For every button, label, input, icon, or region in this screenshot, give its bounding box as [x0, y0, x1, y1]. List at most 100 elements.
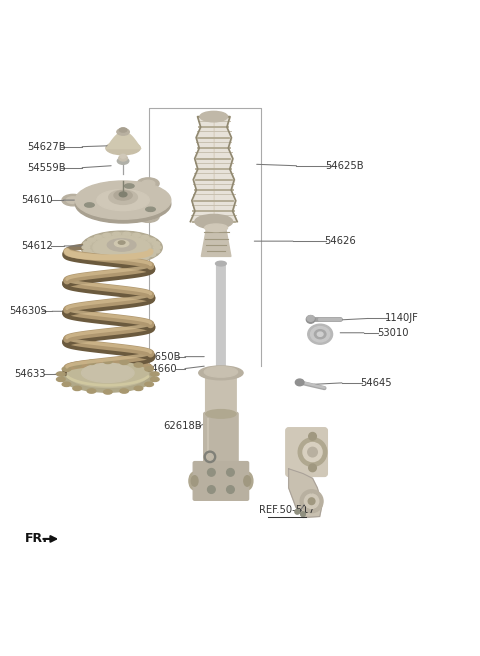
Ellipse shape	[123, 258, 131, 262]
Ellipse shape	[87, 389, 96, 393]
Circle shape	[309, 432, 316, 440]
FancyBboxPatch shape	[204, 413, 238, 470]
Ellipse shape	[109, 190, 137, 205]
Text: 54650B: 54650B	[142, 352, 180, 361]
Ellipse shape	[117, 157, 129, 164]
Circle shape	[303, 443, 322, 462]
Ellipse shape	[87, 360, 96, 365]
Ellipse shape	[84, 203, 94, 207]
Ellipse shape	[81, 231, 162, 264]
Ellipse shape	[113, 232, 120, 236]
Ellipse shape	[146, 207, 155, 211]
Text: 53010: 53010	[377, 328, 408, 338]
Ellipse shape	[142, 180, 155, 187]
Ellipse shape	[57, 377, 65, 382]
Ellipse shape	[152, 241, 160, 245]
Circle shape	[300, 490, 323, 513]
Ellipse shape	[141, 256, 149, 259]
Ellipse shape	[241, 472, 253, 490]
Ellipse shape	[119, 192, 127, 197]
Ellipse shape	[119, 155, 127, 161]
Circle shape	[309, 464, 316, 472]
Ellipse shape	[84, 249, 91, 253]
Ellipse shape	[103, 234, 110, 237]
Circle shape	[207, 468, 215, 476]
Ellipse shape	[104, 390, 112, 394]
Ellipse shape	[73, 386, 82, 390]
Ellipse shape	[84, 241, 91, 245]
Ellipse shape	[75, 185, 171, 223]
Ellipse shape	[118, 241, 125, 244]
Circle shape	[295, 509, 300, 514]
Circle shape	[308, 498, 315, 504]
Text: 54559B: 54559B	[27, 163, 66, 173]
Ellipse shape	[204, 367, 238, 377]
FancyBboxPatch shape	[205, 375, 236, 415]
Ellipse shape	[134, 386, 143, 390]
Ellipse shape	[95, 256, 102, 259]
Ellipse shape	[132, 258, 140, 261]
Ellipse shape	[145, 367, 154, 371]
Ellipse shape	[119, 128, 127, 132]
Ellipse shape	[93, 236, 150, 259]
Ellipse shape	[113, 258, 120, 262]
Text: 54625B: 54625B	[325, 161, 364, 171]
Circle shape	[304, 494, 319, 508]
FancyBboxPatch shape	[286, 428, 327, 476]
Ellipse shape	[195, 215, 233, 229]
Text: 54610: 54610	[22, 195, 53, 205]
Ellipse shape	[154, 245, 161, 249]
Ellipse shape	[199, 366, 243, 380]
Text: 62618B: 62618B	[163, 421, 202, 431]
Circle shape	[204, 451, 216, 462]
Circle shape	[308, 447, 317, 457]
Text: 54627B: 54627B	[27, 142, 66, 152]
Ellipse shape	[314, 330, 326, 338]
Ellipse shape	[148, 238, 156, 242]
Ellipse shape	[66, 197, 80, 203]
Ellipse shape	[204, 224, 228, 232]
Ellipse shape	[151, 372, 159, 376]
Ellipse shape	[295, 379, 304, 386]
Ellipse shape	[88, 238, 96, 242]
Text: 54630S: 54630S	[9, 306, 47, 316]
Ellipse shape	[67, 361, 148, 388]
Ellipse shape	[142, 213, 155, 220]
Ellipse shape	[145, 382, 154, 386]
Ellipse shape	[106, 142, 140, 155]
Ellipse shape	[95, 236, 102, 239]
Ellipse shape	[108, 239, 136, 251]
Text: 54645: 54645	[360, 378, 392, 388]
Polygon shape	[201, 228, 231, 256]
Ellipse shape	[311, 327, 330, 342]
Ellipse shape	[82, 363, 134, 382]
Ellipse shape	[216, 261, 226, 266]
Ellipse shape	[151, 377, 159, 382]
Ellipse shape	[307, 316, 314, 321]
Ellipse shape	[120, 154, 126, 158]
Ellipse shape	[57, 372, 65, 376]
Ellipse shape	[200, 112, 228, 122]
Polygon shape	[288, 469, 322, 518]
Circle shape	[207, 485, 215, 493]
Ellipse shape	[115, 240, 129, 247]
Circle shape	[227, 485, 234, 493]
Ellipse shape	[117, 129, 129, 135]
Ellipse shape	[317, 332, 323, 337]
Ellipse shape	[132, 234, 140, 237]
Ellipse shape	[308, 324, 333, 344]
Ellipse shape	[192, 476, 198, 486]
FancyBboxPatch shape	[216, 262, 225, 377]
Ellipse shape	[73, 363, 82, 367]
Ellipse shape	[84, 233, 158, 262]
Ellipse shape	[120, 360, 129, 365]
Ellipse shape	[75, 181, 171, 219]
Ellipse shape	[61, 361, 155, 392]
Ellipse shape	[137, 211, 159, 222]
Ellipse shape	[148, 253, 156, 256]
Ellipse shape	[152, 249, 160, 253]
Text: 54612: 54612	[21, 241, 53, 251]
Text: 1140JF: 1140JF	[385, 314, 419, 323]
Text: REF.50-517: REF.50-517	[259, 505, 315, 516]
Circle shape	[300, 512, 305, 516]
